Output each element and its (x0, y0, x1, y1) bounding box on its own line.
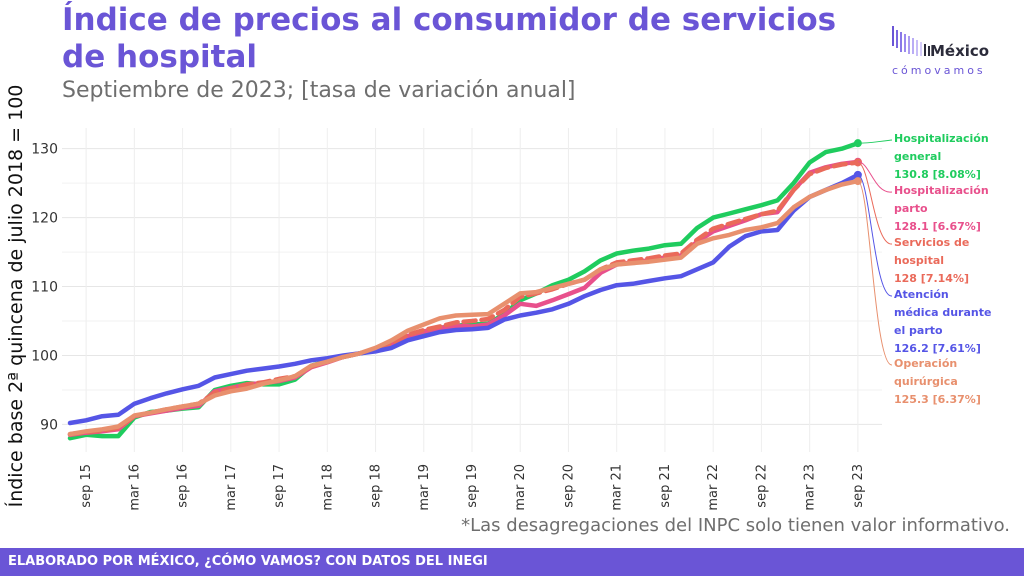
series-line (67, 178, 861, 437)
label-leader-line (857, 161, 893, 193)
series-line (67, 140, 861, 441)
y-tick-label: 120 (31, 211, 58, 227)
series-end-label: Operación quirúrgica 125.3 [6.37%] (894, 357, 981, 406)
logo-text-top: México (930, 42, 990, 60)
x-tick-label: mar 22 (706, 464, 721, 511)
y-tick-label: 90 (40, 417, 58, 433)
series-line (67, 172, 861, 426)
chart-series (67, 139, 862, 441)
series-end-label: Atención médica durante el parto 126.2 [7.6… (894, 288, 991, 355)
x-tick-label: mar 21 (610, 464, 625, 511)
x-tick-label: mar 23 (803, 464, 818, 511)
x-tick-label: mar 20 (513, 464, 528, 511)
chart-subtitle: Septiembre de 2023; [tasa de variación a… (62, 78, 576, 103)
label-leader-line (857, 139, 893, 144)
series-line (67, 160, 861, 437)
y-tick-label: 110 (31, 280, 58, 296)
x-tick-label: sep 20 (561, 464, 576, 508)
x-tick-label: sep 19 (465, 464, 480, 508)
x-tick-label: sep 15 (79, 464, 94, 508)
x-tick-label: sep 22 (754, 464, 769, 508)
x-tick-label: mar 16 (127, 464, 142, 511)
x-tick-label: mar 18 (320, 464, 335, 511)
series-end-label: Hospitalización general 130.8 [8.08%] (894, 132, 989, 181)
label-leader-line (857, 180, 893, 366)
series-line (67, 159, 861, 438)
x-tick-label: sep 21 (658, 464, 673, 508)
y-axis-ticks: 90 100 110 120 130 (31, 142, 58, 434)
chart-title: Índice de precios al consumidor de servi… (62, 2, 837, 75)
bars-logo-icon (892, 26, 930, 56)
x-tick-label: mar 17 (224, 464, 239, 511)
chart-grid (62, 128, 882, 452)
x-axis-ticks: sep 15 mar 16 sep 16 mar 17 sep 17 mar 18 sep … (79, 464, 866, 511)
label-leader-line (857, 174, 893, 297)
series-end-label: Servicios de hospital 128 [7.14%] (894, 236, 969, 285)
mexico-como-vamos-logo: México cómovamos (888, 22, 1008, 86)
end-labels: Hospitalización general 130.8 [8.08%]Hospi… (857, 132, 991, 406)
x-tick-label: sep 18 (369, 464, 384, 508)
x-tick-label: sep 17 (272, 464, 287, 508)
series-end-label: Hospitalización parto 128.1 [6.67%] (894, 184, 989, 233)
x-tick-label: mar 19 (417, 464, 432, 511)
x-tick-label: sep 16 (176, 464, 191, 508)
footer-credit: ELABORADO POR MÉXICO, ¿CÓMO VAMOS? CON D… (0, 548, 1024, 576)
x-tick-label: sep 23 (851, 464, 866, 508)
y-axis-label: Índice base 2ª quincena de julio 2018 = … (4, 85, 27, 508)
logo-text-bottom: cómovamos (892, 64, 986, 77)
y-tick-label: 100 (31, 348, 58, 364)
footnote: *Las desagregaciones del INPC solo tiene… (461, 515, 1010, 536)
label-leader-line (857, 161, 893, 245)
y-tick-label: 130 (31, 142, 58, 158)
